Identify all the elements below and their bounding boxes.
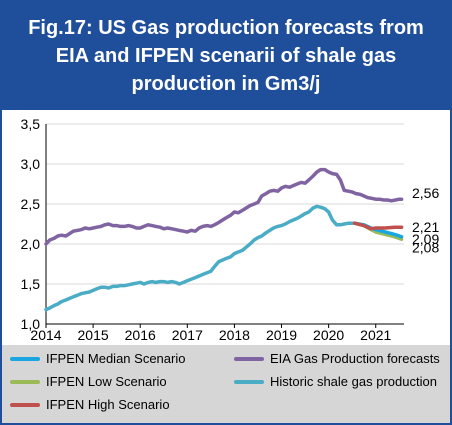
- x-tick-label: 2021: [360, 327, 391, 343]
- y-tick-label: 2,5: [21, 196, 41, 212]
- legend-item: IFPEN Median Scenario: [10, 351, 185, 366]
- legend-label: EIA Gas Production forecasts: [270, 351, 440, 366]
- y-tick-label: 3,0: [21, 156, 41, 172]
- y-tick-label: 1,0: [21, 316, 41, 332]
- legend-item: Historic shale gas production: [234, 374, 437, 389]
- legend-swatch: [10, 379, 40, 384]
- legend-label: IFPEN High Scenario: [46, 397, 170, 412]
- x-tick-label: 2020: [313, 327, 344, 343]
- legend-item: IFPEN Low Scenario: [10, 374, 167, 389]
- legend-label: IFPEN Low Scenario: [46, 374, 167, 389]
- series-line-ifpen-high-scenario: [352, 221, 404, 231]
- legend-swatch: [234, 356, 264, 361]
- end-value-label: 2,21: [412, 219, 439, 235]
- legend-swatch: [10, 402, 40, 407]
- x-tick-label: 2015: [78, 327, 109, 343]
- chart-title: Fig.17: US Gas production forecasts from…: [28, 17, 424, 95]
- y-tick-label: 3,5: [21, 116, 41, 132]
- x-tick-label: 2017: [172, 327, 203, 343]
- x-tick-label: 2016: [125, 327, 156, 343]
- legend-swatch: [10, 356, 40, 361]
- series-line-eia-gas-production-forecasts: [44, 167, 404, 246]
- legend-item: IFPEN High Scenario: [10, 397, 170, 412]
- y-tick-label: 1,5: [21, 276, 41, 292]
- legend-item: EIA Gas Production forecasts: [234, 351, 440, 366]
- plot-area: 1,0 1,5 2,0 2,5 3,0 3,5 2014 2015 2016 2017 2018 20…: [21, 116, 440, 343]
- x-tick-label: 2018: [219, 327, 250, 343]
- x-tick-label: 2019: [266, 327, 297, 343]
- legend-swatch: [234, 379, 264, 384]
- legend: IFPEN Median Scenario EIA Gas Production …: [2, 345, 450, 423]
- chart-title-bar: Fig.17: US Gas production forecasts from…: [2, 2, 450, 110]
- legend-label: Historic shale gas production: [270, 374, 437, 389]
- end-value-label: 2,08: [412, 240, 439, 256]
- series-line-historic-shale-gas-production: [44, 204, 354, 312]
- y-tick-label: 2,0: [21, 236, 41, 252]
- end-value-label: 2,56: [412, 185, 439, 201]
- end-value-label: 2,09: [412, 231, 439, 247]
- legend-label: IFPEN Median Scenario: [46, 351, 186, 366]
- x-tick-label: 2014: [30, 327, 61, 343]
